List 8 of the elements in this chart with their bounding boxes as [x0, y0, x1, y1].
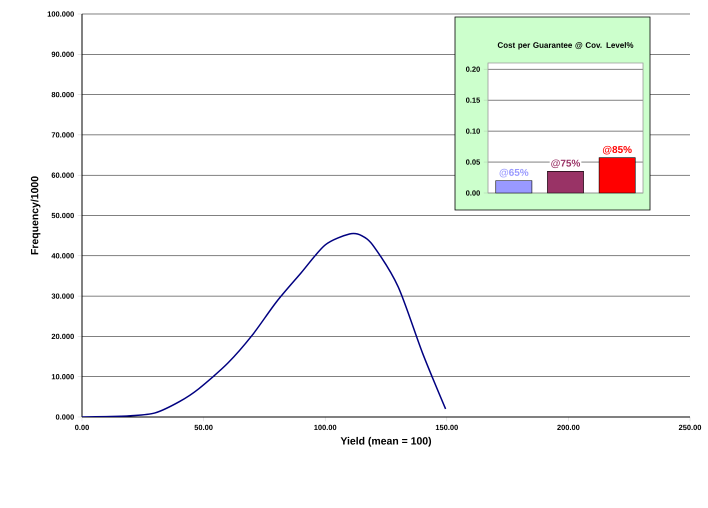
bar: [547, 171, 584, 194]
bar: [495, 180, 532, 194]
x-tick-label: @85%: [602, 146, 632, 155]
x-tick-label: @75%: [551, 159, 580, 168]
x-tick-label: @65%: [500, 168, 528, 178]
x-axis-title: Yield (mean = 100): [340, 436, 432, 447]
line-series: [82, 232, 446, 417]
y-axis-title: Frequency/1000: [30, 176, 40, 254]
